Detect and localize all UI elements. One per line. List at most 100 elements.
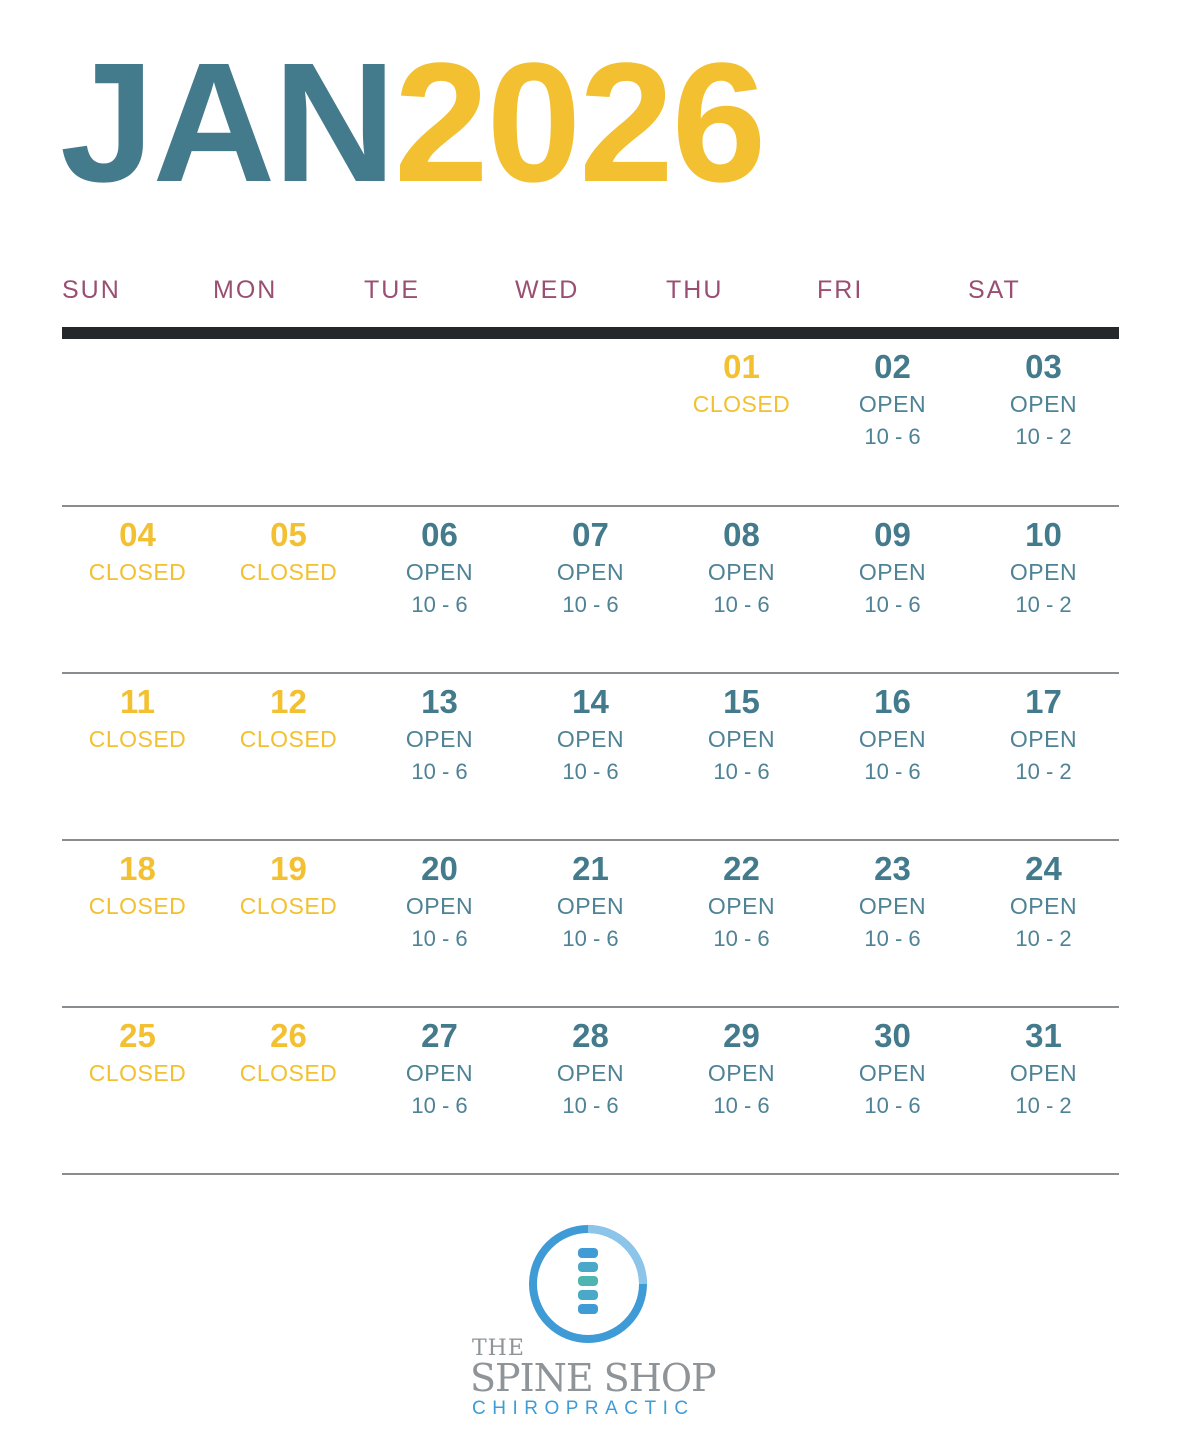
day-number: 31 <box>1025 1017 1062 1054</box>
day-number: 27 <box>421 1017 458 1054</box>
day-status: OPEN <box>556 893 625 919</box>
day-number: 19 <box>270 850 307 887</box>
day-hours: 10 - 6 <box>562 926 619 951</box>
calendar-day-cell: 28 OPEN 10 - 6 <box>515 1008 666 1173</box>
day-hours: 10 - 6 <box>411 926 468 951</box>
day-hours: 10 - 6 <box>864 424 921 449</box>
day-number: 06 <box>421 516 458 553</box>
day-number: 24 <box>1025 850 1062 887</box>
calendar-day-cell: 14 OPEN 10 - 6 <box>515 674 666 839</box>
weekday-mon: MON <box>213 276 278 304</box>
calendar-day-cell: 30 OPEN 10 - 6 <box>817 1008 968 1173</box>
day-number: 16 <box>874 683 911 720</box>
calendar-day-cell: 24 OPEN 10 - 2 <box>968 841 1119 1006</box>
calendar-day-cell: 01 CLOSED <box>666 339 817 505</box>
day-number: 17 <box>1025 683 1062 720</box>
calendar-day-cell: 18 CLOSED <box>62 841 213 1006</box>
day-number: 11 <box>120 683 155 720</box>
day-hours: 10 - 6 <box>562 1093 619 1118</box>
day-status: CLOSED <box>239 559 338 585</box>
day-hours: 10 - 2 <box>1015 592 1072 617</box>
calendar-day-cell: 09 OPEN 10 - 6 <box>817 507 968 672</box>
day-hours: 10 - 6 <box>713 592 770 617</box>
weekday-fri: FRI <box>817 276 864 304</box>
day-number: 23 <box>874 850 911 887</box>
day-number: 29 <box>723 1017 760 1054</box>
day-status: OPEN <box>858 893 927 919</box>
day-number: 28 <box>572 1017 609 1054</box>
day-hours: 10 - 2 <box>1015 926 1072 951</box>
day-status: CLOSED <box>239 1060 338 1086</box>
day-hours: 10 - 2 <box>1015 1093 1072 1118</box>
calendar-day-cell: 07 OPEN 10 - 6 <box>515 507 666 672</box>
calendar-day-cell: 08 OPEN 10 - 6 <box>666 507 817 672</box>
day-status: OPEN <box>405 1060 474 1086</box>
calendar-day-cell: 13 OPEN 10 - 6 <box>364 674 515 839</box>
day-number: 26 <box>270 1017 307 1054</box>
day-status: OPEN <box>858 391 927 417</box>
day-status: OPEN <box>1009 1060 1078 1086</box>
day-status: OPEN <box>405 893 474 919</box>
calendar-day-cell: 25 CLOSED <box>62 1008 213 1173</box>
day-hours: 10 - 6 <box>411 759 468 784</box>
day-number: 22 <box>723 850 760 887</box>
calendar-week-row: 11 CLOSED 12 CLOSED 13 OPEN 10 - 6 14 OPEN 10 - 6… <box>62 674 1119 841</box>
day-number: 07 <box>572 516 609 553</box>
weekday-wed: WED <box>515 276 580 304</box>
day-number: 14 <box>572 683 609 720</box>
logo-sub-text: CHIROPRACTIC <box>472 1398 695 1419</box>
day-status: OPEN <box>707 559 776 585</box>
calendar-day-cell: 10 OPEN 10 - 2 <box>968 507 1119 672</box>
header-divider <box>62 327 1119 339</box>
day-hours: 10 - 6 <box>713 1093 770 1118</box>
day-status: OPEN <box>858 559 927 585</box>
calendar-day-cell: 12 CLOSED <box>213 674 364 839</box>
weekday-tue: TUE <box>364 276 420 304</box>
day-status: OPEN <box>556 726 625 752</box>
day-status: OPEN <box>707 893 776 919</box>
day-number: 01 <box>723 348 760 385</box>
day-status: OPEN <box>707 1060 776 1086</box>
day-status: OPEN <box>405 559 474 585</box>
calendar-week-row: 25 CLOSED 26 CLOSED 27 OPEN 10 - 6 28 OPEN 10 - 6… <box>62 1008 1119 1175</box>
day-number: 15 <box>723 683 760 720</box>
calendar-day-cell: 05 CLOSED <box>213 507 364 672</box>
calendar-title: JAN2026 <box>60 38 766 208</box>
day-status: CLOSED <box>88 559 187 585</box>
day-status: CLOSED <box>239 726 338 752</box>
day-hours: 10 - 2 <box>1015 424 1072 449</box>
logo-name-text: SPINE SHOP <box>470 1356 717 1400</box>
day-number: 18 <box>119 850 156 887</box>
calendar-day-cell: 06 OPEN 10 - 6 <box>364 507 515 672</box>
day-number: 30 <box>874 1017 911 1054</box>
calendar-day-cell: 31 OPEN 10 - 2 <box>968 1008 1119 1173</box>
day-number: 13 <box>421 683 458 720</box>
day-number: 12 <box>270 683 307 720</box>
day-status: OPEN <box>556 559 625 585</box>
day-status: OPEN <box>405 726 474 752</box>
day-status: OPEN <box>858 1060 927 1086</box>
day-number: 08 <box>723 516 760 553</box>
weekday-sun: SUN <box>62 276 121 304</box>
calendar-day-cell: 04 CLOSED <box>62 507 213 672</box>
day-hours: 10 - 6 <box>713 759 770 784</box>
calendar-day-cell: 27 OPEN 10 - 6 <box>364 1008 515 1173</box>
calendar-week-row: 01 CLOSED 02 OPEN 10 - 6 03 OPEN 10 - 2 <box>62 339 1119 507</box>
day-hours: 10 - 2 <box>1015 759 1072 784</box>
calendar-day-cell: 02 OPEN 10 - 6 <box>817 339 968 505</box>
day-number: 10 <box>1025 516 1062 553</box>
calendar-day-cell: 16 OPEN 10 - 6 <box>817 674 968 839</box>
day-status: CLOSED <box>88 893 187 919</box>
day-hours: 10 - 6 <box>864 1093 921 1118</box>
day-status: CLOSED <box>692 391 791 417</box>
day-number: 05 <box>270 516 307 553</box>
day-status: CLOSED <box>239 893 338 919</box>
calendar-day-cell: 15 OPEN 10 - 6 <box>666 674 817 839</box>
calendar-day-cell: 26 CLOSED <box>213 1008 364 1173</box>
spine-circle-icon <box>529 1225 647 1343</box>
calendar-day-cell: 19 CLOSED <box>213 841 364 1006</box>
calendar-day-cell: 23 OPEN 10 - 6 <box>817 841 968 1006</box>
calendar-day-cell: 29 OPEN 10 - 6 <box>666 1008 817 1173</box>
day-hours: 10 - 6 <box>562 759 619 784</box>
day-hours: 10 - 6 <box>864 592 921 617</box>
